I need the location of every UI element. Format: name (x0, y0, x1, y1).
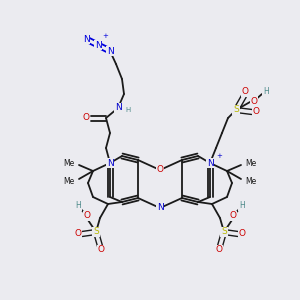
Text: H: H (125, 107, 130, 113)
Text: N: N (82, 34, 89, 43)
Text: O: O (74, 230, 82, 238)
Text: O: O (98, 245, 104, 254)
Text: S: S (233, 106, 239, 115)
Text: +: + (102, 33, 108, 39)
Text: Me: Me (64, 176, 75, 185)
Text: Me: Me (64, 158, 75, 167)
Text: O: O (253, 107, 260, 116)
Text: S: S (221, 227, 227, 236)
Text: O: O (242, 88, 248, 97)
Text: Me: Me (245, 158, 256, 167)
Text: Me: Me (245, 176, 256, 185)
Text: O: O (157, 166, 164, 175)
Text: H: H (75, 202, 81, 211)
Text: H: H (263, 88, 269, 97)
Text: H: H (239, 202, 245, 211)
Text: O: O (83, 212, 91, 220)
Text: S: S (93, 227, 99, 236)
Text: O: O (250, 97, 257, 106)
Text: O: O (215, 245, 223, 254)
Text: N: N (115, 103, 122, 112)
Text: O: O (230, 212, 236, 220)
Text: O: O (82, 113, 89, 122)
Text: O: O (238, 230, 245, 238)
Text: N: N (157, 203, 164, 212)
Text: N: N (106, 46, 113, 56)
Text: N: N (106, 158, 113, 167)
Text: N: N (207, 158, 213, 167)
Text: N: N (94, 40, 101, 50)
Text: +: + (216, 153, 222, 159)
